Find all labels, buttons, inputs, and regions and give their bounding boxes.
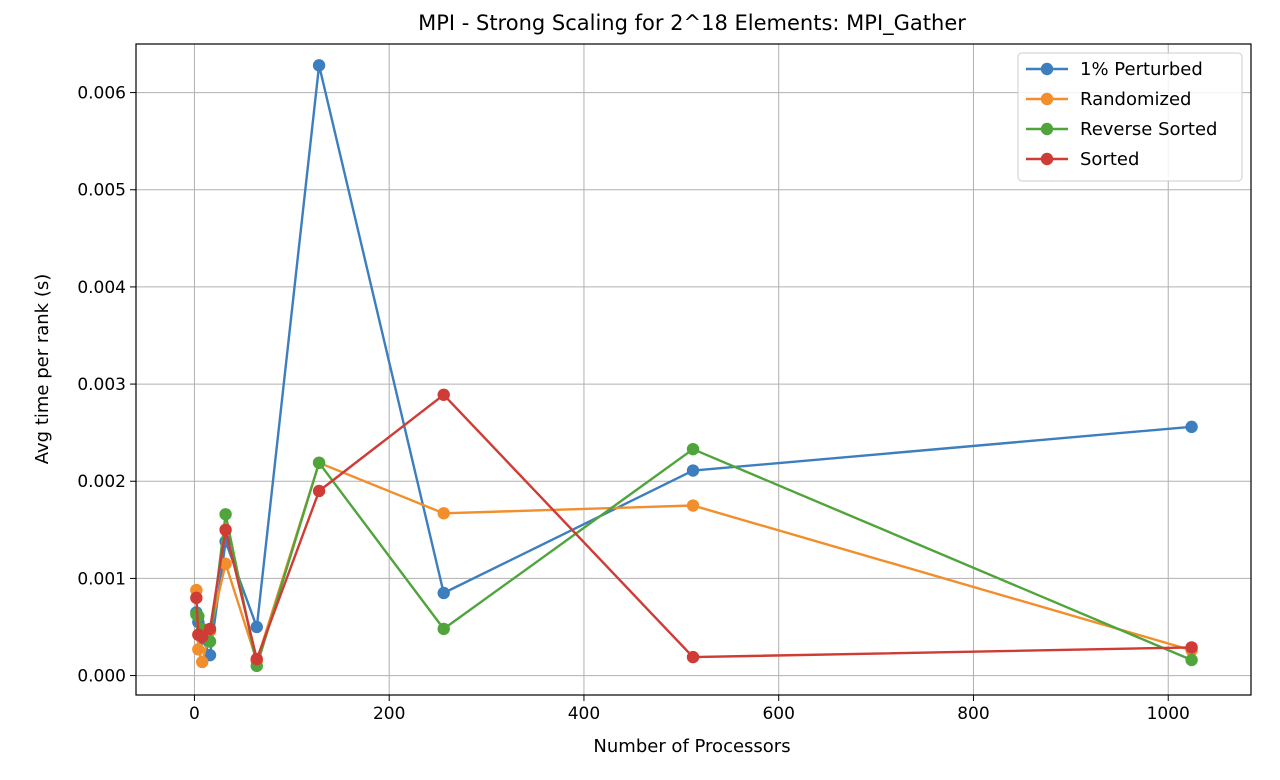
y-tick-label: 0.002	[77, 472, 126, 492]
data-point	[437, 388, 450, 401]
y-tick-label: 0.000	[77, 667, 126, 687]
x-tick-label: 200	[373, 704, 405, 724]
data-point	[250, 620, 263, 634]
data-point	[192, 643, 205, 656]
legend-swatch-marker	[1040, 62, 1054, 76]
legend-label: Randomized	[1080, 89, 1191, 110]
y-axis-label: Avg time per rank (s)	[32, 274, 53, 464]
y-tick-label: 0.001	[77, 569, 126, 589]
data-point	[1185, 653, 1198, 667]
data-point	[686, 442, 700, 456]
data-point	[250, 652, 263, 666]
data-point	[219, 508, 232, 521]
data-point	[203, 622, 217, 636]
data-point	[686, 499, 700, 512]
data-point	[437, 507, 450, 520]
x-tick-label: 1000	[1147, 704, 1190, 724]
legend-swatch-marker	[1040, 92, 1054, 106]
plot-frame	[135, 43, 1252, 696]
data-point	[190, 591, 203, 605]
data-point	[312, 59, 326, 72]
data-point	[219, 523, 232, 537]
series-line	[195, 461, 1192, 664]
data-point	[437, 586, 450, 600]
grid	[136, 44, 1251, 695]
data-point	[686, 464, 700, 477]
data-point	[196, 630, 209, 643]
data-point	[312, 456, 326, 469]
legend-item: Randomized	[1026, 89, 1191, 110]
chart-title: MPI - Strong Scaling for 2^18 Elements: …	[418, 11, 966, 36]
x-axis-label: Number of Processors	[593, 736, 790, 757]
y-tick-label: 0.003	[77, 375, 126, 395]
data-point	[196, 655, 209, 669]
x-tick-label: 400	[568, 704, 600, 724]
x-tick-label: 800	[957, 704, 989, 724]
legend-box	[1017, 52, 1243, 182]
data-point	[219, 557, 232, 571]
data-point	[312, 484, 326, 498]
legend-label: Sorted	[1080, 149, 1139, 170]
legend: 1% Perturbed Randomized Reverse Sorted Sort…	[1017, 52, 1243, 182]
series-group	[190, 59, 1198, 673]
series-3	[190, 388, 1198, 666]
legend-label: 1% Perturbed	[1080, 59, 1203, 80]
legend-item: 1% Perturbed	[1026, 59, 1203, 80]
data-point	[1185, 420, 1198, 434]
data-point	[437, 622, 450, 636]
legend-item: Reverse Sorted	[1026, 119, 1217, 140]
legend-swatch-marker	[1040, 152, 1054, 166]
y-tick-label: 0.006	[77, 84, 126, 104]
legend-item: Sorted	[1026, 149, 1139, 170]
legend-swatch-marker	[1040, 122, 1054, 136]
x-tick-label: 600	[762, 704, 794, 724]
legend-label: Reverse Sorted	[1080, 119, 1217, 140]
x-tick-label: 0	[189, 704, 200, 724]
data-point	[1185, 641, 1198, 654]
data-point	[686, 650, 700, 664]
y-tick-label: 0.005	[77, 181, 126, 201]
axes: 0 200 400 600 800 1000 0.000 0.001 0.002 0.003 0.0…	[77, 84, 1190, 724]
y-tick-label: 0.004	[77, 278, 126, 298]
